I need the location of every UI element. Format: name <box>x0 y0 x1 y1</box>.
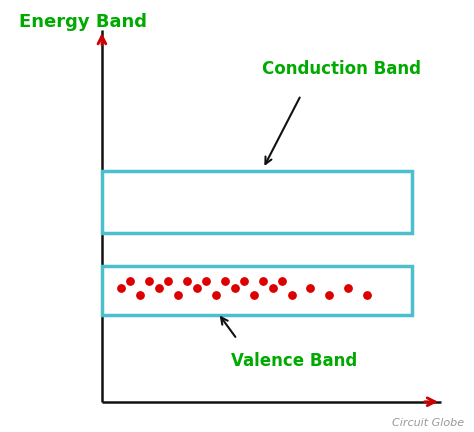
Bar <box>102 266 412 315</box>
Point <box>221 277 229 284</box>
Point <box>127 277 134 284</box>
Text: Valence Band: Valence Band <box>231 352 357 370</box>
Text: Conduction Band: Conduction Band <box>262 60 421 78</box>
Bar <box>102 171 412 233</box>
Point <box>183 277 191 284</box>
Text: Energy Band: Energy Band <box>19 13 147 31</box>
Point <box>364 291 371 298</box>
Point <box>212 291 219 298</box>
Point <box>278 277 286 284</box>
Point <box>117 285 125 292</box>
Point <box>288 291 295 298</box>
Point <box>250 291 257 298</box>
Point <box>259 277 267 284</box>
Point <box>202 277 210 284</box>
Point <box>193 285 201 292</box>
Point <box>240 277 248 284</box>
Point <box>174 291 182 298</box>
Point <box>326 291 333 298</box>
Text: Circuit Globe: Circuit Globe <box>392 418 465 428</box>
Point <box>155 285 163 292</box>
Point <box>146 277 153 284</box>
Point <box>307 285 314 292</box>
Point <box>269 285 276 292</box>
Point <box>136 291 144 298</box>
Point <box>231 285 238 292</box>
Point <box>164 277 172 284</box>
Point <box>345 285 352 292</box>
